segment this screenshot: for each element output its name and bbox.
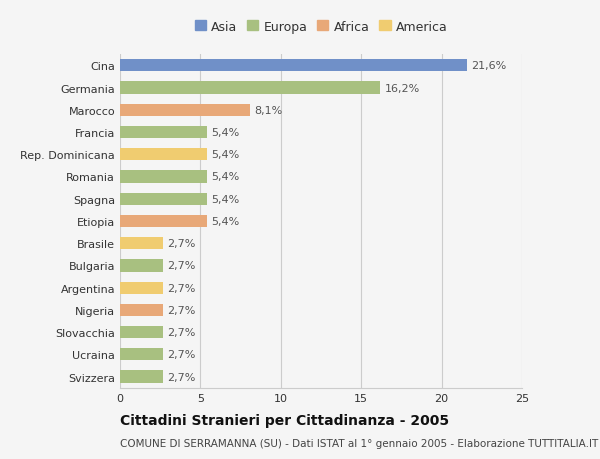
Bar [120, 215, 207, 228]
Bar [120, 60, 467, 72]
Bar [120, 193, 207, 205]
Text: 5,4%: 5,4% [211, 194, 239, 204]
Text: 2,7%: 2,7% [167, 327, 196, 337]
Text: 5,4%: 5,4% [211, 150, 239, 160]
Bar [120, 282, 163, 294]
Text: 21,6%: 21,6% [472, 61, 506, 71]
Text: Cittadini Stranieri per Cittadinanza - 2005: Cittadini Stranieri per Cittadinanza - 2… [120, 414, 449, 428]
Bar [120, 238, 163, 250]
Bar [120, 348, 163, 361]
Text: 2,7%: 2,7% [167, 239, 196, 249]
Text: 5,4%: 5,4% [211, 128, 239, 138]
Text: 5,4%: 5,4% [211, 172, 239, 182]
Text: 16,2%: 16,2% [385, 84, 420, 93]
Text: 2,7%: 2,7% [167, 350, 196, 359]
Text: 5,4%: 5,4% [211, 217, 239, 226]
Bar [120, 105, 250, 117]
Bar [120, 326, 163, 338]
Bar [120, 304, 163, 316]
Text: 2,7%: 2,7% [167, 261, 196, 271]
Bar [120, 149, 207, 161]
Text: 8,1%: 8,1% [254, 106, 283, 116]
Bar [120, 260, 163, 272]
Bar [120, 171, 207, 183]
Text: 2,7%: 2,7% [167, 283, 196, 293]
Bar [120, 371, 163, 383]
Bar [120, 127, 207, 139]
Bar [120, 82, 380, 95]
Text: 2,7%: 2,7% [167, 305, 196, 315]
Legend: Asia, Europa, Africa, America: Asia, Europa, Africa, America [192, 18, 450, 36]
Text: COMUNE DI SERRAMANNA (SU) - Dati ISTAT al 1° gennaio 2005 - Elaborazione TUTTITA: COMUNE DI SERRAMANNA (SU) - Dati ISTAT a… [120, 438, 598, 448]
Text: 2,7%: 2,7% [167, 372, 196, 382]
